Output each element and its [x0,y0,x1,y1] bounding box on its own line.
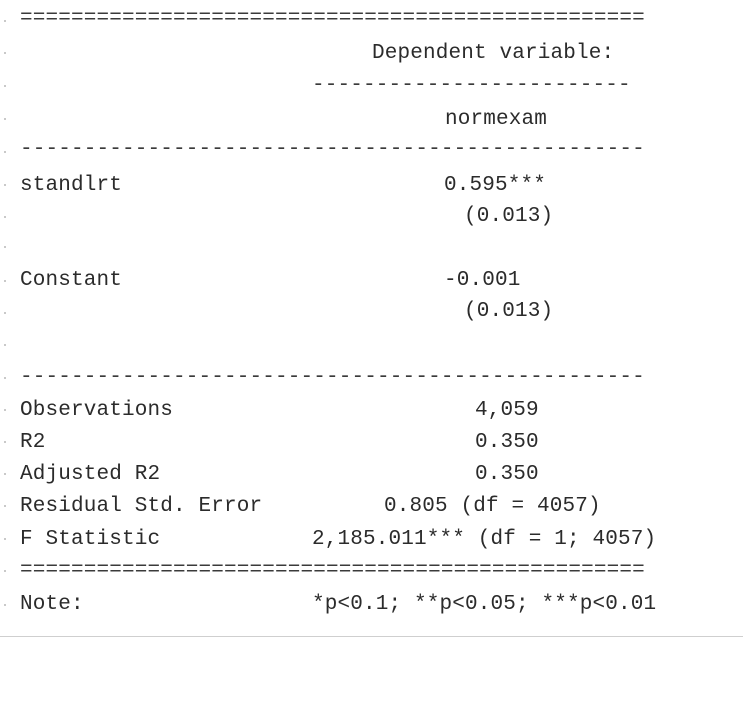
row-label-constant: Constant [20,269,123,292]
stat-value: 0.805 (df = 4057) [384,495,601,518]
stat-value: 0.350 [475,431,539,454]
se-row-constant: (0.013) [20,298,720,326]
coef-value-constant: -0.001 [444,269,521,292]
panel-bottom-border [0,636,743,637]
bottom-double-rule: ========================================… [20,559,645,582]
stat-row-observations: Observations 4,059 [20,397,720,425]
stat-row-adjusted-r2: Adjusted R2 0.350 [20,461,720,489]
header-sub-rule: ------------------------- [20,72,720,100]
single-rule-1: ----------------------------------------… [20,138,645,161]
top-double-rule: ========================================… [20,7,645,30]
dependent-variable-name: normexam [445,108,548,131]
se-value-constant: (0.013) [464,300,554,323]
dependent-variable-header: Dependent variable: [20,40,720,68]
line-gutter [0,0,10,636]
note-row: Note: *p<0.1; **p<0.05; ***p<0.01 [20,591,720,619]
stat-label: Adjusted R2 [20,463,161,486]
console-output: ========================================… [0,0,720,636]
stat-row-r2: R2 0.350 [20,429,720,457]
stat-value: 0.350 [475,463,539,486]
se-value-standlrt: (0.013) [464,205,554,228]
header-sub-rule-text: ------------------------- [312,74,631,97]
stat-label: Observations [20,399,174,422]
dependent-variable-name-row: normexam [20,106,720,134]
stat-label: F Statistic [20,528,161,551]
single-rule-2: ----------------------------------------… [20,366,645,389]
note-text: *p<0.1; **p<0.05; ***p<0.01 [312,593,657,616]
coef-value-standlrt: 0.595*** [444,174,547,197]
coef-row-constant: Constant -0.001 [20,267,720,295]
stat-value: 4,059 [475,399,539,422]
note-label: Note: [20,593,84,616]
stat-label: R2 [20,431,46,454]
stat-row-residual-std-error: Residual Std. Error 0.805 (df = 4057) [20,493,720,521]
row-label-standlrt: standlrt [20,174,123,197]
se-row-standlrt: (0.013) [20,203,720,231]
coef-row-standlrt: standlrt 0.595*** [20,172,720,200]
stat-row-f-statistic: F Statistic 2,185.011*** (df = 1; 4057) [20,526,720,554]
header-text: Dependent variable: [372,42,615,65]
stat-value: 2,185.011*** (df = 1; 4057) [312,528,657,551]
stat-label: Residual Std. Error [20,495,263,518]
